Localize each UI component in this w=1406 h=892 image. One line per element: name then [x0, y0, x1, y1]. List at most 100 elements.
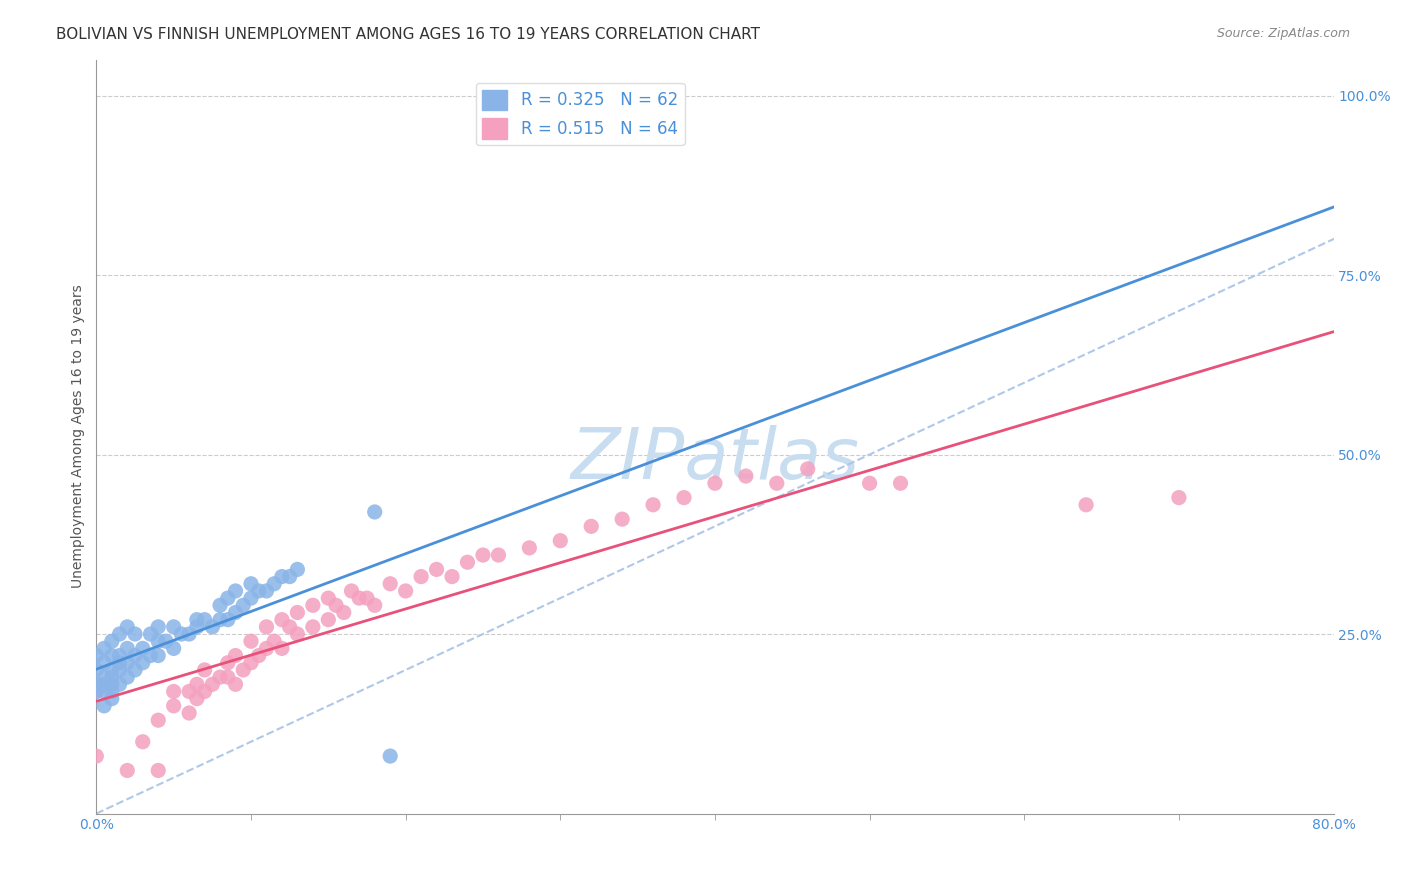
Finns	[287, 606, 309, 620]
Finns	[548, 533, 571, 548]
Finns	[672, 491, 695, 505]
Bolivians	[155, 634, 177, 648]
Bolivians	[139, 627, 162, 641]
Bolivians	[232, 599, 254, 613]
Finns	[457, 555, 479, 569]
Bolivians	[124, 648, 146, 663]
Finns	[271, 613, 294, 627]
Finns	[225, 677, 247, 691]
Finns	[132, 735, 155, 749]
Bolivians	[209, 613, 232, 627]
Finns	[240, 656, 263, 670]
Bolivians	[148, 620, 170, 634]
Finns	[765, 476, 787, 491]
Bolivians	[256, 583, 278, 598]
Bolivians	[364, 505, 387, 519]
Finns	[263, 634, 285, 648]
Bolivians	[132, 656, 155, 670]
Bolivians	[108, 627, 131, 641]
Finns	[86, 684, 108, 698]
Bolivians	[101, 677, 124, 691]
Finns	[333, 606, 356, 620]
Bolivians	[101, 663, 124, 677]
Finns	[356, 591, 378, 606]
Finns	[395, 583, 418, 598]
Finns	[889, 476, 911, 491]
Finns	[579, 519, 602, 533]
Finns	[318, 613, 340, 627]
Text: BOLIVIAN VS FINNISH UNEMPLOYMENT AMONG AGES 16 TO 19 YEARS CORRELATION CHART: BOLIVIAN VS FINNISH UNEMPLOYMENT AMONG A…	[56, 27, 761, 42]
Bolivians	[148, 648, 170, 663]
Finns	[256, 620, 278, 634]
Finns	[517, 541, 540, 555]
Bolivians	[240, 576, 263, 591]
Bolivians	[179, 627, 201, 641]
Bolivians	[117, 670, 139, 684]
Finns	[148, 764, 170, 778]
Bolivians	[225, 606, 247, 620]
Finns	[117, 764, 139, 778]
Bolivians	[108, 663, 131, 677]
Bolivians	[101, 684, 124, 698]
Finns	[194, 663, 217, 677]
Bolivians	[117, 620, 139, 634]
Bolivians	[108, 656, 131, 670]
Finns	[349, 591, 371, 606]
Finns	[796, 462, 818, 476]
Finns	[734, 469, 756, 483]
Bolivians	[209, 599, 232, 613]
Finns	[179, 684, 201, 698]
Bolivians	[217, 613, 239, 627]
Bolivians	[287, 562, 309, 576]
Finns	[302, 620, 325, 634]
Finns	[703, 476, 725, 491]
Bolivians	[225, 583, 247, 598]
Finns	[163, 698, 186, 713]
Text: Source: ZipAtlas.com: Source: ZipAtlas.com	[1216, 27, 1350, 40]
Bolivians	[93, 698, 115, 713]
Bolivians	[101, 691, 124, 706]
Bolivians	[139, 648, 162, 663]
Bolivians	[240, 591, 263, 606]
Legend: R = 0.325   N = 62, R = 0.515   N = 64: R = 0.325 N = 62, R = 0.515 N = 64	[475, 83, 685, 145]
Bolivians	[93, 670, 115, 684]
Finns	[209, 670, 232, 684]
Finns	[278, 620, 301, 634]
Bolivians	[201, 620, 224, 634]
Bolivians	[124, 663, 146, 677]
Bolivians	[86, 648, 108, 663]
Bolivians	[93, 677, 115, 691]
Finns	[364, 599, 387, 613]
Finns	[240, 634, 263, 648]
Finns	[610, 512, 633, 526]
Bolivians	[163, 620, 186, 634]
Finns	[271, 641, 294, 656]
Finns	[163, 684, 186, 698]
Finns	[287, 627, 309, 641]
Bolivians	[124, 627, 146, 641]
Bolivians	[132, 641, 155, 656]
Finns	[194, 684, 217, 698]
Finns	[186, 691, 208, 706]
Bolivians	[108, 677, 131, 691]
Bolivians	[117, 641, 139, 656]
Finns	[380, 576, 402, 591]
Bolivians	[263, 576, 285, 591]
Bolivians	[194, 613, 217, 627]
Finns	[318, 591, 340, 606]
Finns	[232, 663, 254, 677]
Bolivians	[93, 684, 115, 698]
Finns	[426, 562, 449, 576]
Bolivians	[117, 656, 139, 670]
Finns	[247, 648, 270, 663]
Y-axis label: Unemployment Among Ages 16 to 19 years: Unemployment Among Ages 16 to 19 years	[72, 285, 86, 589]
Bolivians	[86, 677, 108, 691]
Finns	[201, 677, 224, 691]
Finns	[488, 548, 510, 562]
Finns	[217, 670, 239, 684]
Finns	[179, 706, 201, 720]
Bolivians	[86, 663, 108, 677]
Finns	[186, 677, 208, 691]
Bolivians	[170, 627, 193, 641]
Finns	[302, 599, 325, 613]
